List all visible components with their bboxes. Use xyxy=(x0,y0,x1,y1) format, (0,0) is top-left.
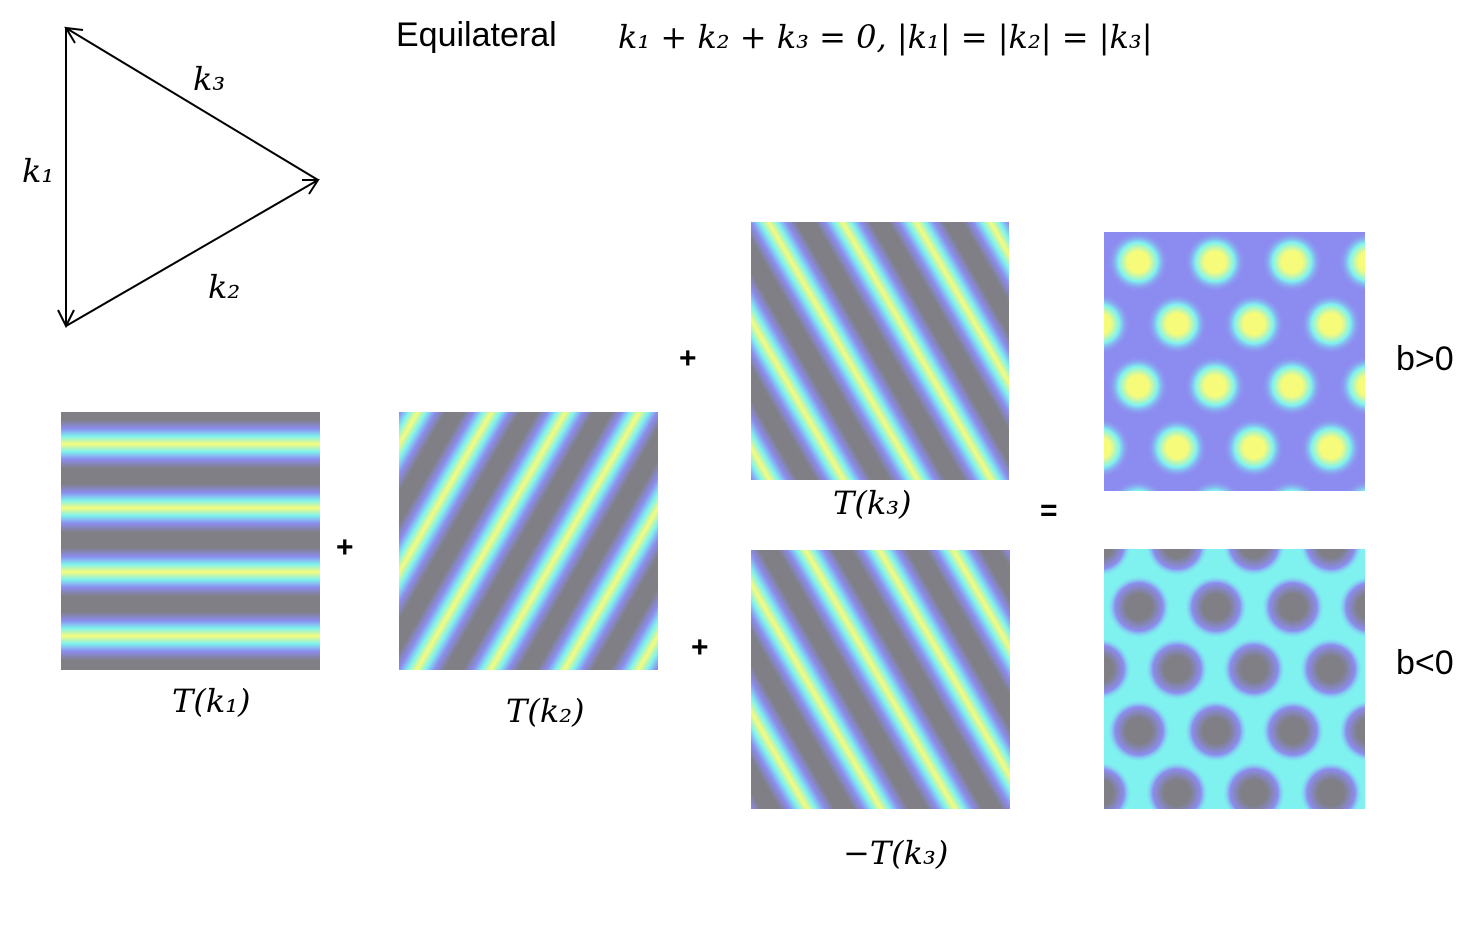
lattice-spot xyxy=(1299,637,1363,701)
lattice-spot xyxy=(1108,356,1168,416)
lattice-spot xyxy=(1104,418,1130,478)
lattice-spot xyxy=(1184,699,1248,763)
diagram-title: Equilateral xyxy=(396,16,557,54)
constraint-equation: k₁ + k₂ + k₃ = 0, |k₁| = |k₂| = |k₃| xyxy=(618,18,1153,56)
lattice-spot xyxy=(1224,294,1284,354)
plus-operator-2: + xyxy=(679,342,697,375)
lattice-spot xyxy=(1345,480,1365,491)
wave-vector-triangle xyxy=(57,26,320,329)
lattice-spot xyxy=(1261,699,1325,763)
lattice-spot xyxy=(1145,549,1209,577)
lattice-spot xyxy=(1107,699,1171,763)
t-k3-label: T(k₃) xyxy=(833,484,912,522)
lattice-spot xyxy=(1339,356,1365,416)
lattice-spot xyxy=(1261,575,1325,639)
t-k1-label: T(k₁) xyxy=(172,682,251,720)
b-negative-pattern xyxy=(1104,549,1365,809)
lattice-spot xyxy=(1338,699,1365,763)
t-k2-label: T(k₂) xyxy=(506,692,585,730)
lattice-spot xyxy=(1147,294,1207,354)
plus-operator-1: + xyxy=(336,531,354,564)
lattice-spot xyxy=(1107,575,1171,639)
lattice-spot xyxy=(1268,480,1316,491)
equals-operator: = xyxy=(1040,494,1058,527)
lattice-spot xyxy=(1185,356,1245,416)
lattice-spot xyxy=(1339,232,1365,292)
k2-label: k₂ xyxy=(208,268,241,306)
minus-t-k3-pattern xyxy=(751,550,1010,809)
b-positive-pattern xyxy=(1104,232,1365,491)
k1-label: k₁ xyxy=(22,152,55,190)
t-k2-pattern xyxy=(399,412,658,670)
lattice-spot xyxy=(1114,480,1162,491)
lattice-spot xyxy=(1222,761,1286,809)
b-positive-label: b>0 xyxy=(1396,340,1454,378)
lattice-spot xyxy=(1147,418,1207,478)
lattice-spot xyxy=(1184,575,1248,639)
lattice-spot xyxy=(1108,232,1168,292)
t-k3-pattern xyxy=(751,222,1009,480)
lattice-spot xyxy=(1145,761,1209,809)
t-k1-pattern xyxy=(61,412,320,670)
lattice-spot xyxy=(1222,637,1286,701)
lattice-spot xyxy=(1104,761,1132,809)
lattice-spot xyxy=(1224,418,1284,478)
lattice-spot xyxy=(1104,637,1132,701)
lattice-spot xyxy=(1145,637,1209,701)
lattice-spot xyxy=(1104,294,1130,354)
lattice-spot xyxy=(1262,356,1322,416)
lattice-spot xyxy=(1301,418,1361,478)
minus-t-k3-label: −T(k₃) xyxy=(843,834,949,872)
plus-operator-3: + xyxy=(691,631,709,664)
k3-label: k₃ xyxy=(193,60,226,98)
lattice-spot xyxy=(1301,294,1361,354)
lattice-spot xyxy=(1338,575,1365,639)
lattice-spot xyxy=(1299,549,1363,577)
lattice-spot xyxy=(1222,549,1286,577)
b-negative-label: b<0 xyxy=(1396,644,1454,682)
lattice-spot xyxy=(1262,232,1322,292)
lattice-spot xyxy=(1185,232,1245,292)
lattice-spot xyxy=(1191,480,1239,491)
lattice-spot xyxy=(1299,761,1363,809)
lattice-spot xyxy=(1104,549,1132,577)
